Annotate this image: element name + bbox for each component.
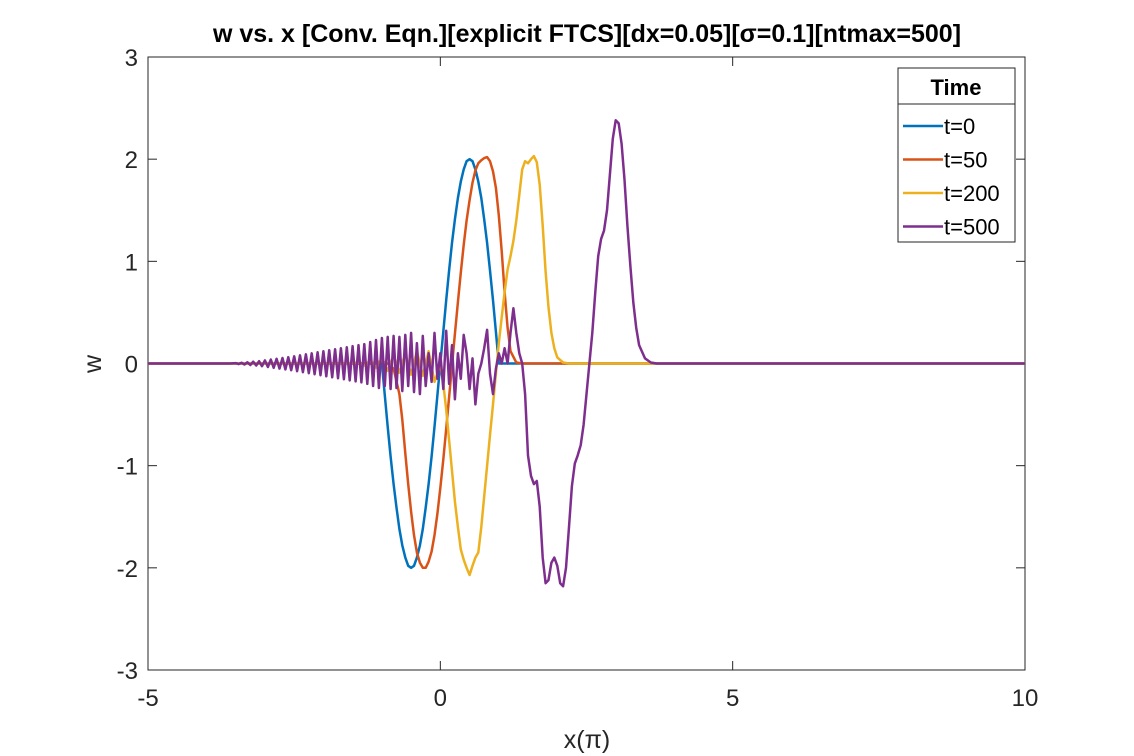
series-line-t=500 <box>148 119 1025 588</box>
y-tick-label: 2 <box>125 147 138 174</box>
y-tick-label: -3 <box>117 658 138 685</box>
legend-label: t=50 <box>944 148 987 173</box>
y-axis-label: w <box>79 354 107 374</box>
x-tick-label: -5 <box>137 685 158 712</box>
y-tick-label: 3 <box>125 45 138 72</box>
legend: Time t=0 t=50 t=200 t=500 <box>897 67 1016 243</box>
legend-title: Time <box>931 75 982 100</box>
legend-label: t=0 <box>944 114 975 139</box>
series-layer <box>148 119 1025 588</box>
y-tick-label: -1 <box>117 454 138 481</box>
ticks-layer: -5 0 5 10 -3 -2 -1 0 1 2 3 <box>117 45 1039 712</box>
chart-title: w vs. x [Conv. Eqn.][explicit FTCS][dx=0… <box>212 20 961 48</box>
legend-items: t=0 t=50 t=200 t=500 <box>903 114 1000 240</box>
plot-area: -5 0 5 10 -3 -2 -1 0 1 2 3 <box>117 45 1039 712</box>
legend-label: t=200 <box>944 181 1000 206</box>
legend-label: t=500 <box>944 215 1000 240</box>
x-tick-label: 5 <box>726 685 739 712</box>
x-tick-label: 0 <box>434 685 447 712</box>
y-tick-label: -2 <box>117 556 138 583</box>
x-tick-label: 10 <box>1012 685 1039 712</box>
y-tick-label: 1 <box>125 249 138 276</box>
y-tick-label: 0 <box>125 352 138 379</box>
x-axis-label: x(π) <box>564 726 610 754</box>
legend-box <box>897 67 1016 243</box>
